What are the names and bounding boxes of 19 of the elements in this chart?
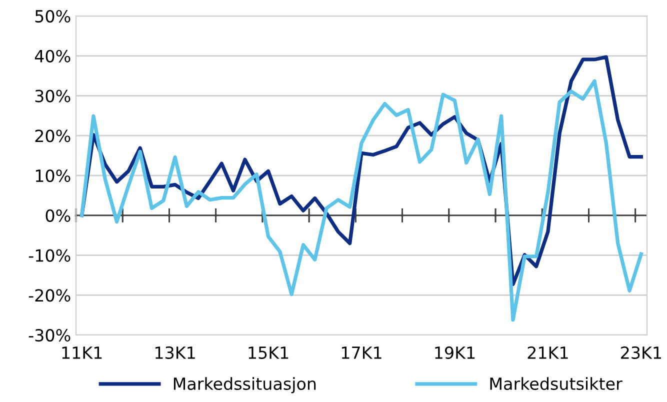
y-tick-label: 0% [46,209,70,222]
x-tick-label: 17K1 [342,346,382,359]
legend-label: Markedsutsikter [490,377,622,390]
y-tick-label: -20% [28,289,70,302]
y-tick-label: 10% [36,169,70,182]
y-tick-label: -10% [28,249,70,262]
legend-label: Markedssituasjon [174,377,316,394]
x-tick-label: 13K1 [156,346,195,360]
y-tick-label: 50% [35,10,70,23]
x-tick-label: 15K1 [248,346,288,360]
x-tick-label: 23K1 [621,346,662,360]
y-tick-label: 20% [35,130,70,142]
y-tick-label: 30% [35,90,70,102]
x-tick-label: 19K1 [435,346,475,360]
y-tick-label: 40% [34,50,70,62]
line-series [80,79,643,322]
x-tick-label: 11K1 [62,346,102,359]
x-tick-label: 21K1 [528,346,568,359]
y-tick-label: -30% [28,328,70,342]
